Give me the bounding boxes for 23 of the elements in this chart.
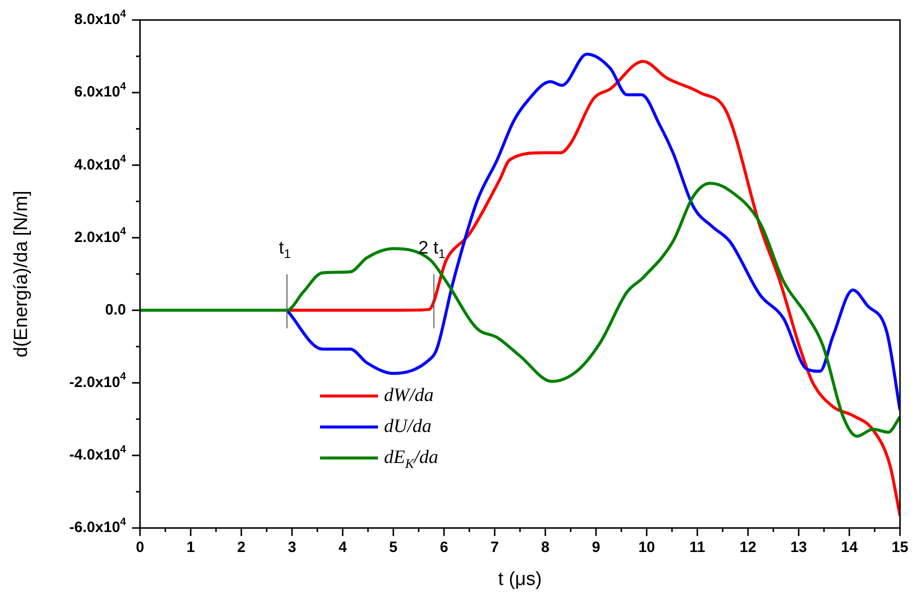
x-tick-label: 1 xyxy=(186,539,195,556)
x-tick-label: 10 xyxy=(638,539,656,556)
x-tick-label: 13 xyxy=(790,539,808,556)
x-tick-label: 5 xyxy=(389,539,398,556)
x-tick-label: 4 xyxy=(338,539,348,556)
x-tick-label: 14 xyxy=(840,539,858,556)
x-tick-label: 0 xyxy=(136,539,144,556)
line-series xyxy=(285,52,900,412)
x-tick-label: 7 xyxy=(490,539,499,556)
y-tick-label: 0.0 xyxy=(105,301,126,318)
legend-label: dU/da xyxy=(384,416,432,437)
x-tick-label: 15 xyxy=(892,539,908,556)
x-tick-label: 2 xyxy=(237,539,246,556)
x-tick-label: 9 xyxy=(592,539,600,556)
x-tick-label: 8 xyxy=(541,539,550,556)
x-tick-label: 11 xyxy=(689,539,706,556)
x-tick-label: 3 xyxy=(288,539,296,556)
y-axis-title: d(Energía)/da [N/m] xyxy=(11,190,32,358)
x-axis-title: t (μs) xyxy=(498,569,542,590)
legend-label: dW/da xyxy=(384,385,434,406)
x-tick-label: 12 xyxy=(740,539,756,556)
line-series xyxy=(140,182,900,438)
x-tick-label: 6 xyxy=(440,539,448,556)
